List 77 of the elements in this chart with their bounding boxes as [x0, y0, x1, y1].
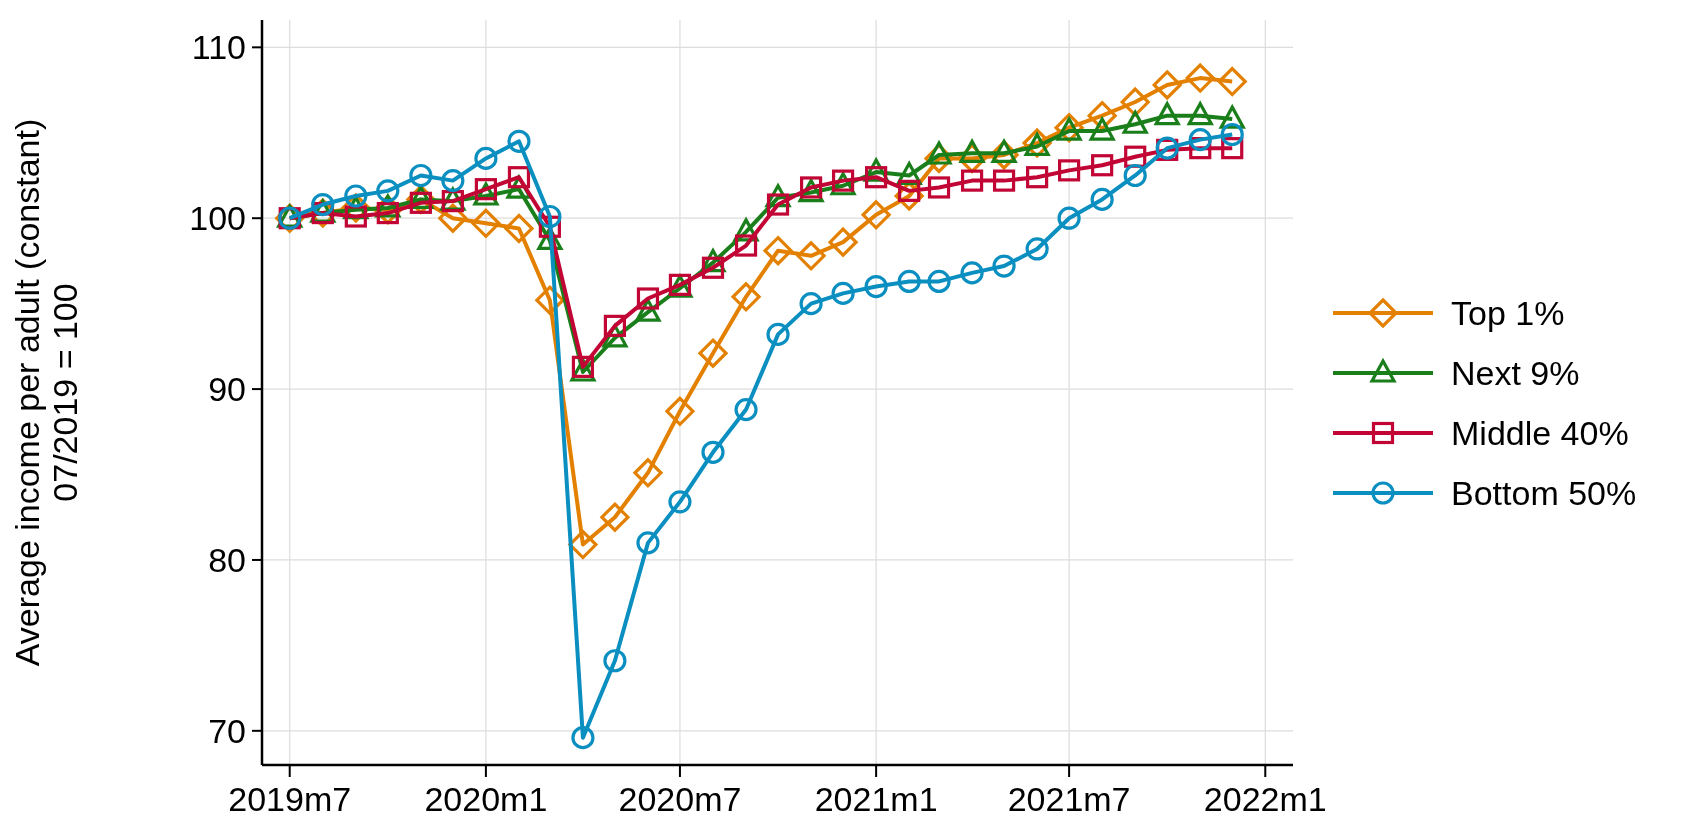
point [734, 397, 758, 422]
point [1026, 166, 1049, 189]
point [1185, 63, 1215, 93]
point [992, 169, 1016, 192]
x-tick-label: 2019m7 [228, 780, 352, 818]
point [1120, 87, 1150, 117]
point [636, 287, 660, 310]
legend-label: Bottom 50% [1451, 474, 1637, 512]
point [538, 204, 562, 229]
y-tick-label: 110 [191, 28, 246, 67]
point [766, 322, 790, 346]
point [441, 169, 465, 193]
point [927, 269, 951, 294]
point [864, 274, 888, 299]
point [861, 200, 891, 230]
x-tick-label: 2022m1 [1203, 780, 1327, 818]
point [1122, 110, 1148, 134]
legend-label: Top 1% [1451, 294, 1565, 332]
x-tick-label: 2020m1 [424, 780, 548, 818]
point [1091, 154, 1114, 177]
point [665, 396, 695, 426]
y-tick-label: 70 [208, 711, 246, 750]
point [633, 458, 663, 488]
point [474, 146, 498, 171]
point [731, 282, 761, 312]
point [1089, 117, 1115, 141]
point [603, 649, 627, 673]
x-tick-label: 2020m7 [618, 780, 742, 818]
point [698, 338, 728, 368]
point [1087, 101, 1117, 131]
point [828, 227, 858, 257]
y-tick-label: 100 [189, 199, 246, 238]
point [959, 139, 985, 163]
point [927, 176, 951, 199]
point [1187, 102, 1213, 126]
point [991, 139, 1017, 163]
point [409, 163, 433, 188]
y-tick-label: 80 [208, 540, 246, 579]
y-axis-title: Average income per adult (constant) 07/2019 = 100 [8, 118, 84, 667]
point [763, 236, 793, 266]
point [701, 440, 725, 464]
point [507, 129, 531, 153]
y-tick-label: 90 [208, 370, 246, 409]
x-tick-label: 2021m7 [1007, 780, 1131, 818]
point [897, 269, 921, 294]
point [734, 234, 758, 257]
point [1220, 122, 1244, 147]
point [471, 208, 501, 238]
point [507, 166, 531, 189]
point [1217, 66, 1247, 97]
point [571, 726, 595, 750]
point [1152, 70, 1182, 100]
point [1154, 102, 1180, 126]
point [1058, 159, 1081, 182]
point [799, 292, 823, 316]
point [796, 241, 826, 271]
point [1090, 187, 1114, 212]
legend-label: Next 9% [1451, 354, 1580, 392]
point [960, 169, 984, 192]
point [668, 490, 692, 514]
point [1025, 237, 1049, 261]
point [636, 531, 660, 555]
point [926, 141, 952, 165]
point [603, 314, 627, 337]
point [1188, 128, 1212, 152]
point [600, 502, 630, 532]
point [701, 256, 725, 279]
point [960, 261, 984, 285]
point [504, 213, 534, 244]
point [1057, 206, 1081, 230]
point [992, 254, 1016, 278]
point [1123, 163, 1147, 188]
point [831, 281, 855, 305]
point [766, 193, 790, 216]
point [376, 179, 400, 203]
x-tick-label: 2021m1 [814, 780, 938, 818]
legend-label: Middle 40% [1451, 414, 1629, 452]
